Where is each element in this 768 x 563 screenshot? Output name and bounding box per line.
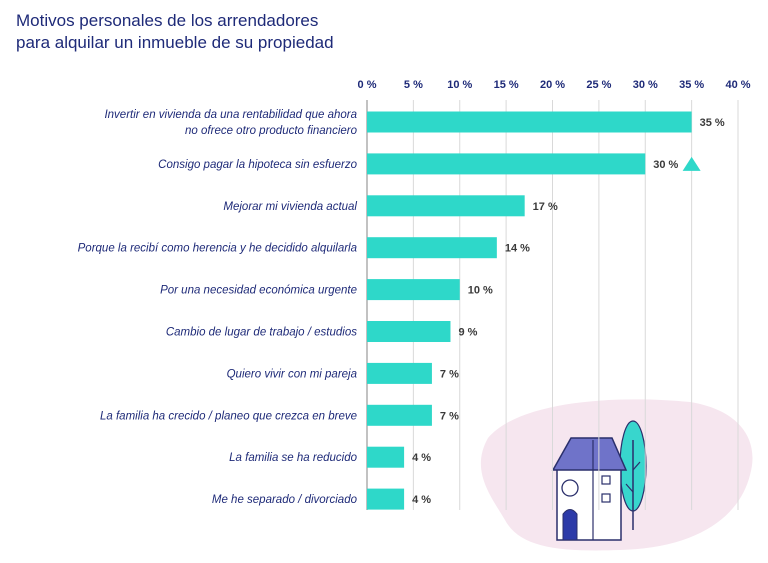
bar bbox=[367, 153, 646, 175]
x-tick-label: 15 % bbox=[494, 79, 519, 91]
x-tick-label: 35 % bbox=[679, 79, 704, 91]
value-label: 14 % bbox=[505, 243, 530, 255]
category-label: Cambio de lugar de trabajo / estudios bbox=[166, 327, 357, 339]
category-label-line: Consigo pagar la hipoteca sin esfuerzo bbox=[158, 159, 357, 171]
value-label: 4 % bbox=[412, 452, 431, 464]
category-label-line: no ofrece otro producto financiero bbox=[185, 125, 358, 137]
category-label: Me he separado / divorciado bbox=[212, 494, 358, 506]
category-label: La familia se ha reducido bbox=[229, 452, 357, 464]
value-label: 30 % bbox=[653, 159, 678, 171]
chart-title: Motivos personales de los arrendadores p… bbox=[16, 10, 376, 54]
value-label: 4 % bbox=[412, 494, 431, 506]
category-label-line: Por una necesidad económica urgente bbox=[160, 285, 357, 297]
bar bbox=[367, 488, 405, 510]
tree-icon bbox=[619, 420, 647, 530]
x-tick-label: 0 % bbox=[358, 79, 377, 91]
x-tick-label: 40 % bbox=[725, 79, 750, 91]
bar bbox=[367, 321, 451, 342]
value-label: 7 % bbox=[440, 368, 459, 380]
chart-title-line-2: para alquilar un inmueble de su propieda… bbox=[16, 33, 334, 52]
house-illustration bbox=[480, 399, 753, 551]
value-label: 7 % bbox=[440, 410, 459, 422]
category-label: Consigo pagar la hipoteca sin esfuerzo bbox=[158, 159, 357, 171]
x-tick-label: 30 % bbox=[633, 79, 658, 91]
category-label-line: Mejorar mi vivienda actual bbox=[223, 201, 357, 213]
triangle-up-icon bbox=[682, 156, 701, 171]
category-label: Mejorar mi vivienda actual bbox=[223, 201, 357, 213]
bar bbox=[367, 446, 405, 468]
x-tick-label: 5 % bbox=[404, 79, 423, 91]
x-tick-label: 25 % bbox=[586, 79, 611, 91]
bar bbox=[367, 111, 692, 133]
bar bbox=[367, 195, 525, 217]
category-label-line: Cambio de lugar de trabajo / estudios bbox=[166, 327, 357, 339]
value-label: 35 % bbox=[700, 117, 725, 129]
category-label: Por una necesidad económica urgente bbox=[160, 285, 357, 297]
category-label-line: Invertir en vivienda da una rentabilidad… bbox=[104, 109, 357, 121]
house-icon bbox=[551, 437, 628, 541]
bar bbox=[367, 237, 497, 259]
category-label-line: La familia se ha reducido bbox=[229, 452, 357, 464]
category-label: La familia ha crecido / planeo que crezc… bbox=[100, 410, 357, 422]
category-label-line: Porque la recibí como herencia y he deci… bbox=[78, 243, 357, 255]
category-label-line: Me he separado / divorciado bbox=[212, 494, 358, 506]
bar bbox=[367, 362, 432, 384]
category-label: Porque la recibí como herencia y he deci… bbox=[78, 243, 357, 255]
chart-title-line-1: Motivos personales de los arrendadores bbox=[16, 11, 319, 30]
value-label: 9 % bbox=[458, 327, 477, 339]
category-label-line: La familia ha crecido / planeo que crezc… bbox=[100, 410, 357, 422]
bar bbox=[367, 279, 460, 301]
category-label: Quiero vivir con mi pareja bbox=[227, 368, 357, 380]
value-label: 10 % bbox=[468, 285, 493, 297]
x-tick-label: 10 % bbox=[447, 79, 472, 91]
value-label: 17 % bbox=[533, 201, 558, 213]
category-label: Invertir en vivienda da una rentabilidad… bbox=[104, 109, 357, 137]
bar bbox=[367, 404, 432, 426]
category-label-line: Quiero vivir con mi pareja bbox=[227, 368, 357, 380]
x-tick-label: 20 % bbox=[540, 79, 565, 91]
